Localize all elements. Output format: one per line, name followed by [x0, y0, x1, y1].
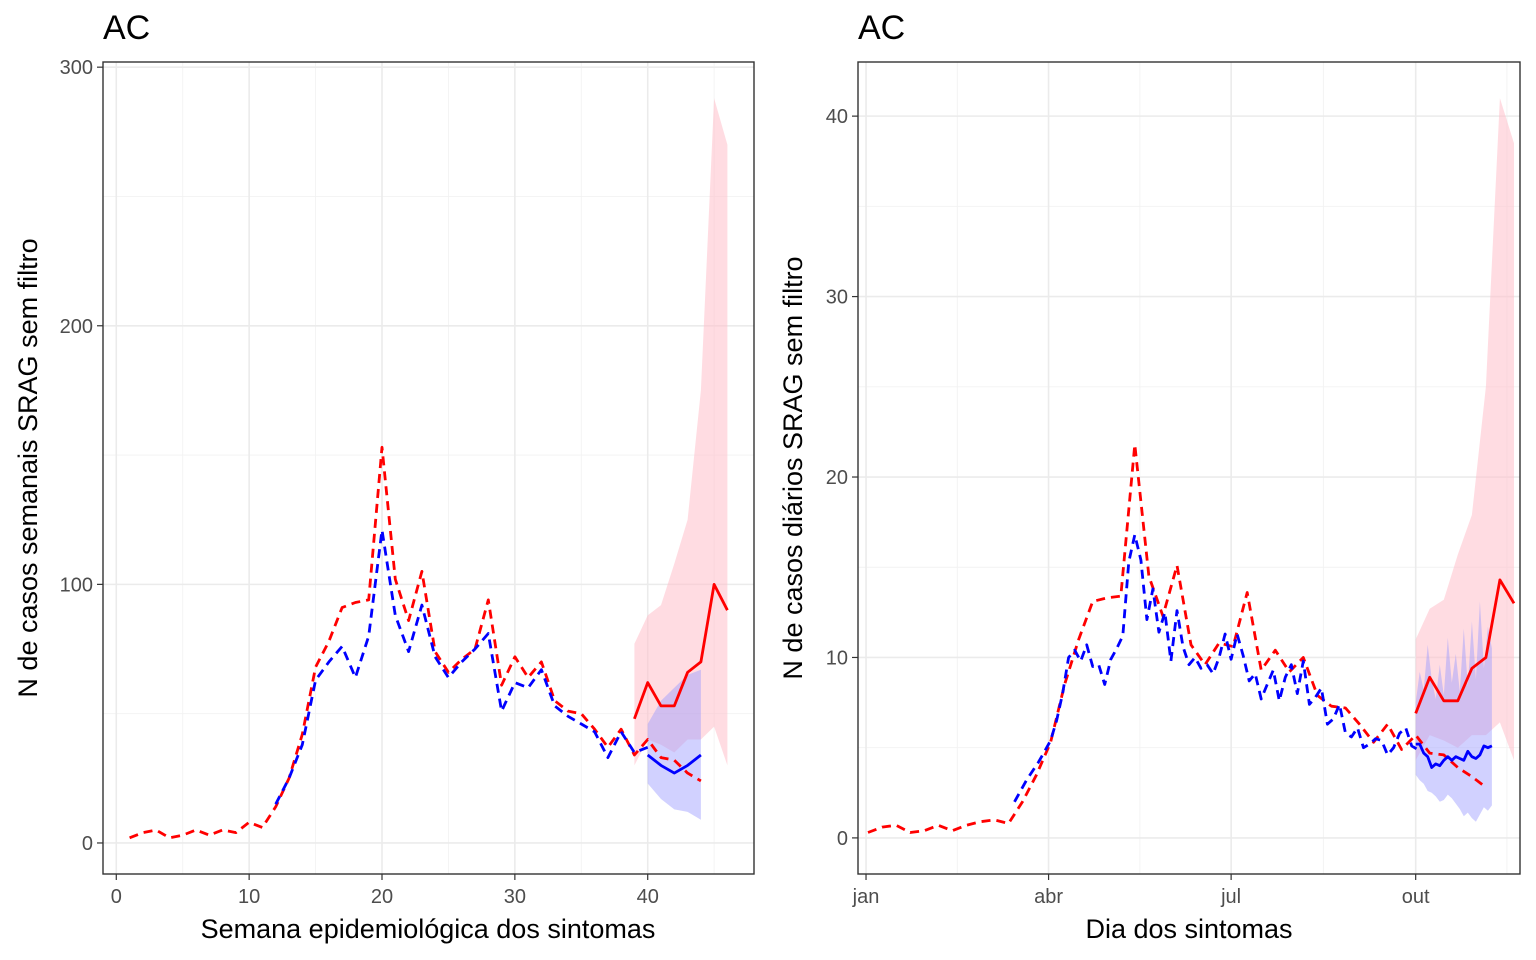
left-series-red-solid [633, 583, 729, 720]
right-series-red-solid [1414, 578, 1516, 714]
right-panel-border [857, 61, 1521, 875]
right-ribbon-blue [1415, 601, 1492, 822]
left-y-tick-label: 300 [60, 57, 93, 79]
right-y-tick-label: 30 [826, 287, 848, 309]
right-x-tick-label: out [1402, 886, 1430, 908]
left-panel-border [102, 61, 755, 875]
left-series-blue-solid [646, 753, 702, 775]
right-y-tick-label: 0 [837, 828, 848, 850]
right-x-tick-label: jan [852, 886, 880, 908]
right-chart-daily: 0 10 20 30 40 jan abr jul out AC N de casos diár… [778, 9, 1521, 944]
left-y-tick-label: 0 [82, 833, 93, 855]
left-x-axis-label: Semana epidemiológica dos sintomas [201, 914, 656, 944]
left-ribbon-red [634, 98, 728, 766]
right-y-axis-label: N de casos diários SRAG sem filtro [778, 256, 808, 679]
left-series-blue-dashed [274, 528, 649, 805]
right-y-tick-label: 10 [826, 647, 848, 669]
right-series-red-dashed [867, 443, 1487, 834]
left-chart-title: AC [103, 9, 150, 47]
right-x-tick-label: abr [1034, 886, 1063, 908]
left-x-tick-label: 30 [504, 886, 526, 908]
right-chart-title: AC [858, 9, 905, 47]
right-y-tick-label: 20 [826, 467, 848, 489]
right-ribbon-red [1415, 98, 1514, 761]
right-x-axis-label: Dia dos sintomas [1085, 914, 1292, 944]
left-series-red-dashed [129, 445, 702, 840]
left-y-tick-label: 200 [60, 316, 93, 338]
right-series-blue-solid [1415, 742, 1493, 769]
left-plot-area: 0 100 200 300 0 10 20 30 40 [60, 57, 755, 908]
right-series-blue-dashed [1013, 533, 1419, 803]
left-x-tick-label: 40 [637, 886, 659, 908]
left-y-axis-label: N de casos semanais SRAG sem filtro [13, 238, 43, 697]
left-chart-weekly: 0 100 200 300 0 10 20 30 40 AC N de casos semana… [13, 9, 755, 944]
right-y-tick-label: 40 [826, 106, 848, 128]
right-x-tick-label: jul [1220, 886, 1241, 908]
left-x-tick-label: 10 [238, 886, 260, 908]
left-x-tick-label: 20 [371, 886, 393, 908]
left-y-tick-label: 100 [60, 574, 93, 596]
right-plot-area: 0 10 20 30 40 jan abr jul out [826, 61, 1521, 908]
left-x-tick-label: 0 [111, 886, 122, 908]
